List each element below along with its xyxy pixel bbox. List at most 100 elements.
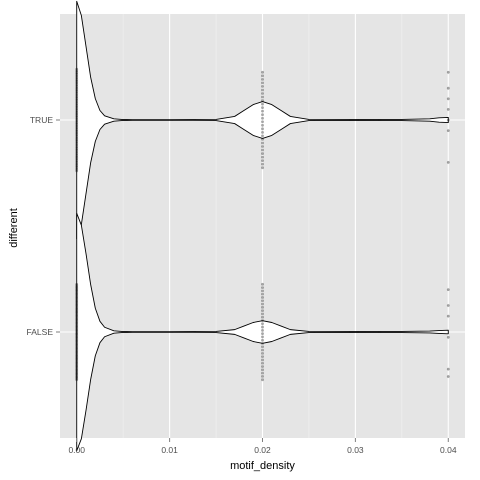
data-point	[75, 131, 79, 135]
data-point	[75, 79, 79, 83]
data-point	[75, 296, 79, 300]
data-point	[75, 306, 79, 310]
data-point	[261, 123, 264, 127]
data-point	[75, 95, 79, 99]
x-axis-title: motif_density	[230, 460, 295, 472]
axis-layer: 0.00 0.01 0.02 0.03 0.04 TRUE FALSE	[27, 115, 457, 455]
data-point	[261, 127, 264, 131]
data-point	[75, 124, 79, 128]
data-point	[75, 305, 79, 308]
data-point	[75, 84, 79, 88]
data-point	[261, 113, 264, 117]
data-point	[75, 295, 79, 299]
data-point	[261, 322, 264, 326]
data-point	[261, 74, 264, 78]
x-tick-label: 0.00	[68, 445, 85, 455]
data-point	[446, 161, 450, 164]
data-point	[261, 134, 264, 138]
data-point	[446, 375, 450, 378]
data-point	[261, 355, 264, 359]
data-point	[261, 312, 264, 316]
data-point	[75, 336, 79, 340]
data-point	[75, 153, 79, 157]
data-point	[75, 159, 79, 162]
data-point	[75, 152, 79, 156]
y-tick-label: FALSE	[27, 327, 54, 337]
data-point	[261, 148, 264, 152]
data-point	[75, 289, 79, 293]
data-point	[75, 282, 79, 286]
data-point	[261, 345, 264, 349]
data-point	[75, 364, 79, 368]
data-point	[75, 128, 79, 131]
data-point	[261, 141, 264, 145]
data-point	[75, 86, 79, 90]
data-point	[261, 296, 264, 299]
x-tick-label: 0.03	[347, 445, 364, 455]
data-point	[446, 70, 450, 74]
data-point	[75, 358, 79, 362]
data-point	[75, 357, 79, 361]
data-point	[75, 285, 79, 289]
data-point	[75, 376, 79, 380]
data-point	[75, 349, 79, 353]
data-point	[261, 130, 264, 134]
data-point	[75, 354, 79, 358]
data-point	[261, 116, 264, 120]
data-point	[75, 102, 79, 106]
data-point	[75, 112, 79, 116]
data-point	[261, 166, 264, 170]
data-point	[261, 358, 264, 362]
data-point	[75, 368, 79, 372]
data-point	[75, 138, 79, 142]
data-point	[75, 323, 79, 326]
data-point	[261, 282, 264, 286]
data-point	[75, 300, 79, 304]
data-point	[75, 331, 79, 335]
data-point	[75, 72, 79, 76]
data-point	[261, 159, 264, 163]
data-point	[261, 375, 264, 378]
data-point	[75, 350, 79, 354]
data-point	[261, 315, 264, 319]
data-point	[261, 325, 264, 329]
data-point	[75, 307, 79, 311]
data-point	[75, 325, 79, 329]
data-point	[261, 361, 264, 365]
data-point	[75, 103, 79, 107]
data-point	[261, 338, 264, 342]
data-point	[261, 99, 264, 102]
data-point	[75, 141, 79, 145]
violin-layer	[76, 0, 449, 452]
data-point	[75, 284, 79, 288]
data-point	[261, 332, 264, 336]
data-point	[75, 318, 79, 322]
data-point	[261, 289, 264, 293]
data-point	[75, 375, 79, 379]
data-point	[75, 303, 79, 307]
data-point	[75, 133, 79, 137]
data-point	[261, 309, 264, 313]
data-point	[75, 328, 79, 332]
data-point	[75, 150, 79, 154]
data-point	[261, 371, 264, 375]
data-point	[75, 371, 79, 375]
data-point	[75, 353, 79, 357]
data-point	[75, 140, 79, 143]
data-point	[75, 78, 79, 81]
data-point	[75, 116, 79, 119]
data-point	[75, 288, 79, 292]
data-point	[75, 340, 79, 344]
data-point	[261, 328, 264, 332]
data-point	[75, 332, 79, 336]
data-point	[75, 148, 79, 152]
data-point	[75, 69, 79, 73]
data-point	[261, 88, 264, 92]
data-point	[75, 117, 79, 121]
data-point	[446, 314, 450, 318]
data-point	[75, 143, 79, 147]
data-point	[75, 372, 79, 376]
data-point	[75, 378, 79, 382]
data-point	[446, 97, 450, 101]
